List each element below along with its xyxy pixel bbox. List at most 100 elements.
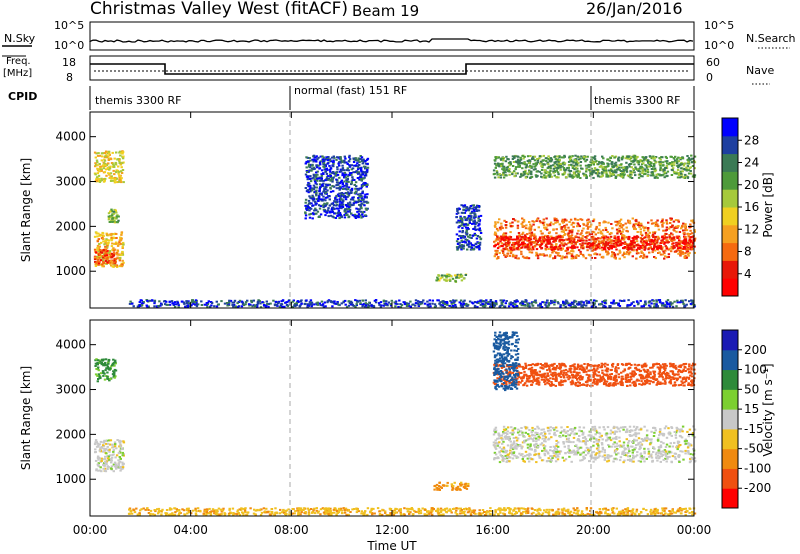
data-cell (644, 226, 647, 229)
data-cell (676, 168, 680, 171)
data-cell (140, 304, 144, 307)
data-cell (426, 300, 429, 303)
data-cell (105, 174, 108, 177)
data-cell (636, 223, 640, 226)
data-cell (153, 302, 156, 305)
data-cell (590, 162, 593, 165)
data-cell (95, 469, 98, 472)
data-cell (577, 173, 580, 176)
data-cell (656, 235, 660, 238)
data-cell (548, 159, 551, 162)
data-cell (105, 367, 108, 370)
data-cell (644, 247, 647, 250)
data-cell (567, 242, 570, 245)
data-cell (570, 253, 574, 256)
data-cell (684, 243, 687, 246)
data-cell (610, 301, 613, 304)
data-cell (111, 179, 114, 182)
data-cell (348, 158, 352, 161)
data-cell (365, 158, 369, 161)
data-cell (570, 175, 573, 178)
data-cell (102, 447, 105, 450)
data-cell (427, 305, 430, 308)
data-cell (644, 231, 648, 234)
data-cell (593, 157, 596, 160)
data-cell (540, 175, 543, 178)
data-cell (113, 219, 116, 222)
data-cell (340, 215, 344, 218)
data-cell (329, 173, 332, 176)
data-cell (642, 256, 645, 259)
data-cell (591, 245, 594, 248)
data-cell (336, 166, 339, 169)
data-cell (98, 375, 101, 378)
data-cell (117, 452, 121, 455)
data-cell (658, 301, 662, 304)
data-cell (640, 160, 643, 163)
data-cell (549, 224, 552, 227)
data-cell (629, 242, 632, 245)
data-cell (108, 167, 112, 170)
data-cell (671, 161, 674, 164)
data-cell (510, 248, 513, 251)
data-cell (504, 226, 508, 229)
data-cell (493, 245, 496, 248)
data-cell (580, 155, 583, 158)
velocity-marks (93, 331, 697, 517)
data-cell (349, 198, 353, 201)
data-cell (607, 252, 610, 255)
data-cell (528, 245, 531, 248)
data-cell (544, 176, 547, 179)
data-cell (548, 175, 551, 177)
data-cell (655, 173, 658, 176)
data-cell (567, 304, 571, 307)
data-cell (102, 467, 105, 470)
data-cell (106, 249, 109, 252)
data-cell (304, 162, 307, 165)
data-cell (98, 251, 101, 254)
data-cell (508, 173, 511, 176)
data-cell (589, 299, 593, 302)
data-cell (316, 179, 319, 182)
data-cell (579, 218, 582, 221)
data-cell (690, 248, 694, 251)
data-cell (462, 300, 465, 303)
data-cell (669, 303, 673, 306)
data-cell (505, 255, 509, 258)
data-cell (97, 469, 100, 472)
data-cell (97, 180, 101, 183)
data-cell (668, 235, 671, 238)
data-cell (525, 233, 529, 236)
data-cell (617, 303, 620, 306)
data-cell (523, 256, 526, 259)
data-cell (315, 189, 318, 192)
data-cell (461, 227, 464, 230)
data-cell (453, 305, 456, 308)
data-cell (460, 211, 464, 214)
data-cell (570, 301, 574, 304)
data-cell (461, 245, 465, 248)
data-cell (121, 157, 125, 160)
data-cell (594, 247, 598, 250)
data-cell (532, 301, 535, 304)
data-cell (616, 253, 620, 256)
data-cell (317, 156, 320, 159)
data-cell (480, 300, 483, 303)
data-cell (382, 304, 386, 307)
data-cell (122, 181, 125, 184)
data-cell (117, 219, 120, 222)
data-cell (114, 443, 117, 446)
data-cell (638, 226, 641, 229)
data-cell (335, 195, 338, 198)
data-cell (633, 228, 636, 230)
data-cell (516, 224, 520, 227)
data-cell (508, 303, 511, 306)
data-cell (693, 251, 696, 254)
data-cell (110, 261, 113, 264)
data-cell (572, 175, 575, 178)
data-cell (552, 240, 555, 243)
data-cell (590, 256, 593, 259)
data-cell (96, 455, 100, 458)
data-cell (108, 458, 111, 461)
data-cell (508, 249, 512, 252)
